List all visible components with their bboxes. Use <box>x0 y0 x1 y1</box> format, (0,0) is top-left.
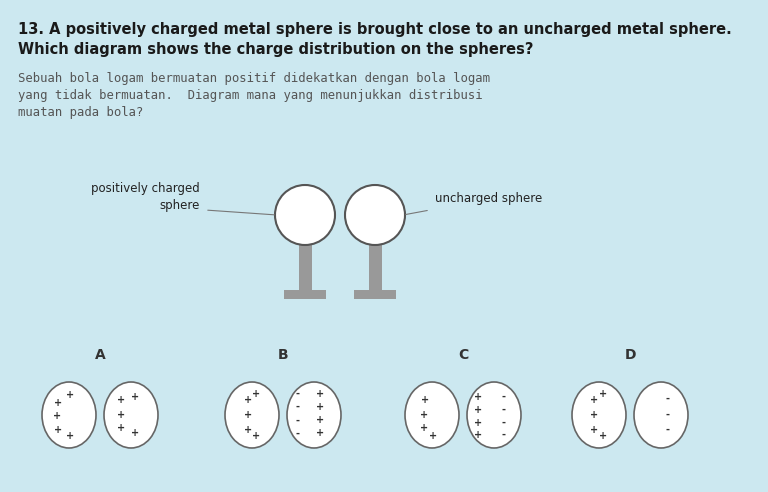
Text: muatan pada bola?: muatan pada bola? <box>18 106 144 119</box>
Circle shape <box>275 185 335 245</box>
Text: +: + <box>54 398 62 408</box>
Text: -: - <box>296 429 300 438</box>
Text: +: + <box>420 423 429 433</box>
Text: A: A <box>94 348 105 362</box>
Text: +: + <box>131 392 139 401</box>
Text: +: + <box>54 425 62 434</box>
Text: 13. A positively charged metal sphere is brought close to an uncharged metal sph: 13. A positively charged metal sphere is… <box>18 22 732 37</box>
Ellipse shape <box>42 382 96 448</box>
Text: +: + <box>316 389 325 399</box>
Text: +: + <box>66 390 74 400</box>
Text: +: + <box>243 410 252 420</box>
Ellipse shape <box>467 382 521 448</box>
Bar <box>354 290 396 299</box>
Text: +: + <box>316 429 325 438</box>
Text: +: + <box>66 431 74 441</box>
Text: +: + <box>243 396 252 405</box>
Text: +: + <box>599 431 607 441</box>
Text: B: B <box>278 348 288 362</box>
Text: -: - <box>502 405 505 415</box>
Text: yang tidak bermuatan.  Diagram mana yang menunjukkan distribusi: yang tidak bermuatan. Diagram mana yang … <box>18 89 482 102</box>
Text: +: + <box>316 415 325 425</box>
Text: +: + <box>590 410 598 420</box>
Bar <box>369 245 382 290</box>
Text: +: + <box>243 425 252 434</box>
Text: +: + <box>474 392 482 401</box>
Text: +: + <box>429 431 437 441</box>
Bar <box>284 290 326 299</box>
Text: -: - <box>296 389 300 399</box>
Text: D: D <box>624 348 636 362</box>
Ellipse shape <box>104 382 158 448</box>
Text: +: + <box>131 429 139 438</box>
Text: +: + <box>316 402 325 412</box>
Text: -: - <box>502 392 505 401</box>
Text: sphere: sphere <box>160 199 200 212</box>
Text: +: + <box>53 411 61 421</box>
Text: +: + <box>118 423 125 433</box>
Circle shape <box>345 185 405 245</box>
Text: uncharged sphere: uncharged sphere <box>435 192 542 205</box>
Text: -: - <box>666 394 670 403</box>
Text: +: + <box>252 389 260 399</box>
Text: +: + <box>599 389 607 399</box>
Text: +: + <box>474 418 482 428</box>
Text: +: + <box>474 405 482 415</box>
Text: -: - <box>502 418 505 428</box>
Ellipse shape <box>287 382 341 448</box>
Text: +: + <box>422 396 429 405</box>
Text: C: C <box>458 348 468 362</box>
Text: Sebuah bola logam bermuatan positif didekatkan dengan bola logam: Sebuah bola logam bermuatan positif dide… <box>18 72 490 85</box>
Text: Which diagram shows the charge distribution on the spheres?: Which diagram shows the charge distribut… <box>18 42 534 57</box>
Text: +: + <box>420 410 429 420</box>
Text: positively charged: positively charged <box>91 182 200 195</box>
Ellipse shape <box>572 382 626 448</box>
Text: -: - <box>666 425 670 434</box>
Bar <box>299 245 312 290</box>
Text: +: + <box>252 431 260 441</box>
Text: -: - <box>296 415 300 425</box>
Text: +: + <box>118 396 125 405</box>
Ellipse shape <box>225 382 279 448</box>
Text: +: + <box>474 430 482 440</box>
Ellipse shape <box>405 382 459 448</box>
Ellipse shape <box>634 382 688 448</box>
Text: +: + <box>590 425 598 434</box>
Text: +: + <box>118 410 125 420</box>
Text: -: - <box>296 402 300 412</box>
Text: +: + <box>590 396 598 405</box>
Text: -: - <box>666 410 670 420</box>
Text: -: - <box>502 430 505 440</box>
